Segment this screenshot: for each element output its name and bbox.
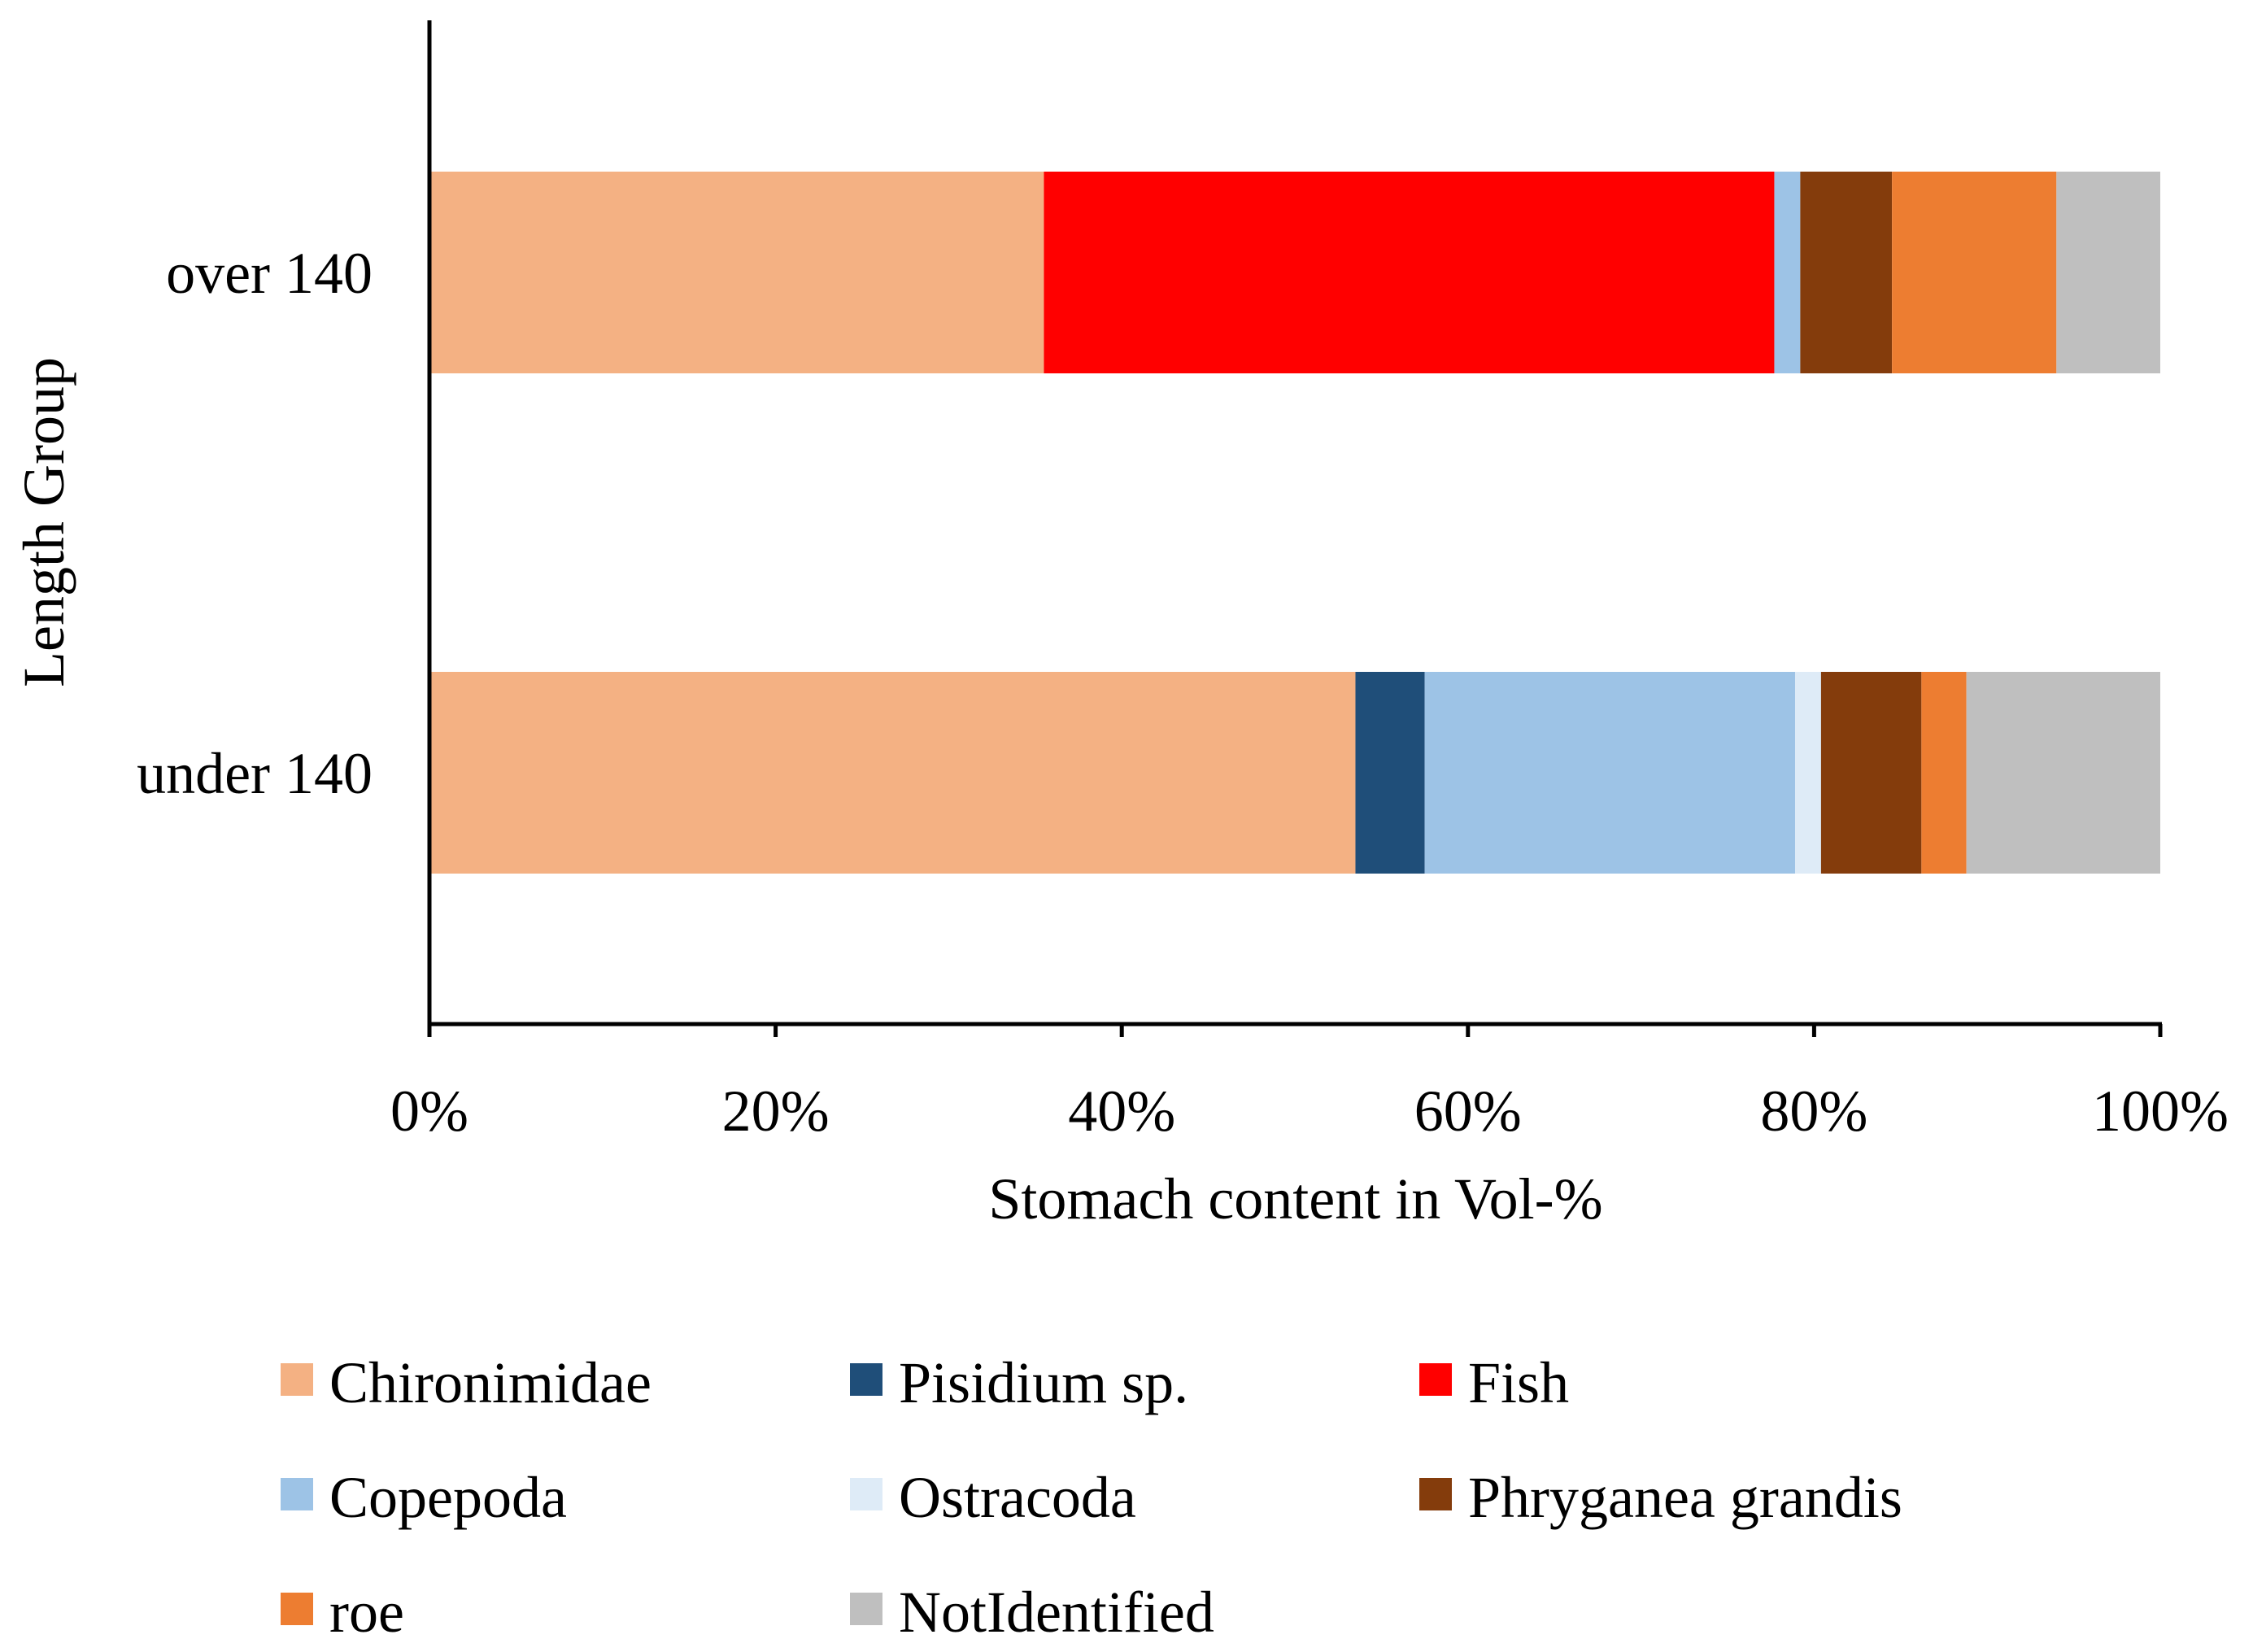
axes [427, 20, 2162, 1027]
legend-label: Chironimidae [329, 1350, 651, 1415]
legend-label: roe [329, 1580, 404, 1645]
bar-under-140-chironimidae [429, 672, 1356, 874]
x-ticks [427, 1024, 2163, 1037]
legend-item-pisidium-sp-: Pisidium sp. [850, 1350, 1188, 1415]
legend-item-phryganea-grandis: Phryganea grandis [1419, 1465, 1902, 1530]
x-tick-label: 20% [722, 1079, 830, 1144]
legend-label: Copepoda [329, 1465, 567, 1530]
legend-item-ostracoda: Ostracoda [850, 1465, 1136, 1530]
bar-under-140-roe [1921, 672, 1967, 874]
x-tick-label: 60% [1414, 1079, 1522, 1144]
bar-over-140-fish [1044, 172, 1775, 373]
x-tick-label: 0% [390, 1079, 468, 1144]
legend-swatch [850, 1478, 882, 1510]
x-tick-labels: 0% 20% 40% 60% 80% 100% [390, 1079, 2229, 1144]
legend-swatch [1419, 1478, 1452, 1510]
legend-label: NotIdentified [899, 1580, 1214, 1645]
legend-label: Phryganea grandis [1468, 1465, 1902, 1530]
legend-swatch [850, 1593, 882, 1625]
legend-swatch [850, 1363, 882, 1396]
legend-label: Fish [1468, 1350, 1569, 1415]
x-tick-label: 40% [1068, 1079, 1175, 1144]
bar-under-140-notidentified [1966, 672, 2160, 874]
bar-under-140-ostracoda [1794, 672, 1821, 874]
x-tick-label: 100% [2092, 1079, 2229, 1144]
x-tick-label: 80% [1760, 1079, 1867, 1144]
bar-under-140-pisidium-sp- [1355, 672, 1425, 874]
bar-over-140-phryganea-grandis [1800, 172, 1893, 373]
bar-under-140-copepoda [1424, 672, 1795, 874]
y-axis-title: Length Group [11, 357, 76, 687]
bar-under-140-phryganea-grandis [1820, 672, 1922, 874]
legend-swatch [1419, 1363, 1452, 1396]
legend-swatch [281, 1363, 313, 1396]
legend-item-notidentified: NotIdentified [850, 1580, 1214, 1645]
legend-item-copepoda: Copepoda [281, 1465, 567, 1530]
legend-item-chironimidae: Chironimidae [281, 1350, 651, 1415]
legend-swatch [281, 1478, 313, 1510]
legend-swatch [281, 1593, 313, 1625]
bar-segments [429, 172, 2160, 874]
legend-label: Ostracoda [899, 1465, 1136, 1530]
legend: Chironimidae Pisidium sp. Fish Copepoda Ostr… [281, 1350, 1902, 1645]
y-tick-label: over 140 [166, 241, 373, 306]
legend-label: Pisidium sp. [899, 1350, 1188, 1415]
y-tick-label: under 140 [137, 741, 373, 806]
y-tick-labels: over 140 under 140 [137, 241, 373, 806]
legend-item-fish: Fish [1419, 1350, 1569, 1415]
legend-item-roe: roe [281, 1580, 404, 1645]
x-axis-title: Stomach content in Vol-% [988, 1166, 1602, 1231]
bar-over-140-roe [1892, 172, 2057, 373]
bar-over-140-notidentified [2056, 172, 2160, 373]
bar-over-140-chironimidae [429, 172, 1044, 373]
bar-over-140-copepoda [1774, 172, 1801, 373]
